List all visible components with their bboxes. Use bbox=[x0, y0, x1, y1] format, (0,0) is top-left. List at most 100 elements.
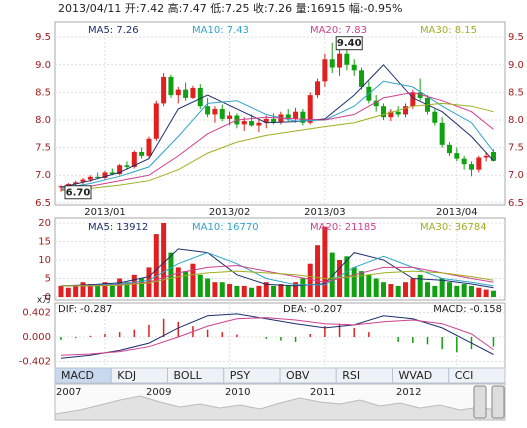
tab[interactable]: MACD bbox=[54, 367, 112, 384]
candle-body bbox=[439, 122, 445, 145]
volume-bar bbox=[234, 285, 240, 297]
tab-label: CCI bbox=[455, 369, 474, 382]
volume-bar bbox=[249, 287, 255, 297]
tab-label: MACD bbox=[61, 369, 94, 382]
indicator-tabs: MACD KDJ BOLL PSY OBV RSI WVAD CCI bbox=[54, 367, 506, 384]
candle-body bbox=[249, 121, 255, 126]
y-tick-label: 9.0 bbox=[35, 60, 51, 71]
navigator-year: 2010 bbox=[225, 387, 250, 398]
y-tick-label-right: 9.5 bbox=[508, 32, 524, 43]
candle-body bbox=[403, 106, 409, 115]
navigator-year: 2007 bbox=[56, 387, 81, 398]
volume-bar bbox=[161, 222, 167, 297]
y-tick-label-right: 8.0 bbox=[508, 115, 524, 126]
candle-body bbox=[307, 95, 313, 123]
legend-entry: MA10: 16770 bbox=[192, 222, 259, 233]
candle-body bbox=[80, 179, 86, 182]
legend-entry: MA10: 7.43 bbox=[192, 25, 249, 36]
candle-body bbox=[359, 70, 365, 87]
tab[interactable]: WVAD bbox=[392, 367, 450, 384]
y-tick-label-right: 6.5 bbox=[508, 198, 524, 209]
volume-bar bbox=[461, 284, 467, 297]
volume-bar bbox=[432, 285, 438, 297]
volume-bar bbox=[417, 274, 423, 297]
volume-bar bbox=[117, 278, 123, 297]
candle-body bbox=[175, 89, 181, 96]
tab[interactable]: OBV bbox=[279, 367, 337, 384]
legend-entry: DIF: -0.287 bbox=[58, 304, 112, 315]
volume-bar bbox=[212, 282, 218, 297]
candle-body bbox=[329, 59, 335, 68]
volume-bar bbox=[351, 267, 357, 297]
navigator-handle-right[interactable] bbox=[491, 385, 505, 419]
candle-body bbox=[197, 87, 203, 107]
candle-body bbox=[468, 164, 474, 170]
tab[interactable]: CCI bbox=[448, 367, 506, 384]
x-tick-label: 2013/03 bbox=[304, 207, 346, 218]
volume-bar bbox=[388, 284, 394, 297]
tab-label: KDJ bbox=[117, 369, 136, 382]
candle-body bbox=[381, 106, 387, 118]
candle-body bbox=[432, 111, 438, 123]
macd-line bbox=[60, 317, 494, 356]
candle-body bbox=[285, 114, 291, 119]
volume-bar bbox=[315, 245, 321, 297]
tab[interactable]: RSI bbox=[335, 367, 393, 384]
y-tick-label: 0 bbox=[45, 292, 51, 303]
navigator-year: 2011 bbox=[310, 387, 335, 398]
candle-body bbox=[205, 106, 211, 115]
candle-body bbox=[241, 121, 247, 125]
volume-bar bbox=[87, 284, 93, 297]
legend-entry: MA5: 7.26 bbox=[88, 25, 139, 36]
candle-body bbox=[109, 172, 115, 175]
tab[interactable]: KDJ bbox=[110, 367, 168, 384]
volume-bar bbox=[95, 285, 101, 297]
candle-body bbox=[293, 111, 299, 119]
candle-body bbox=[476, 157, 482, 170]
candle-body bbox=[190, 87, 196, 98]
candle-body bbox=[168, 76, 174, 96]
volume-bar bbox=[454, 285, 460, 297]
volume-bar bbox=[366, 274, 372, 297]
y-tick-label: 8.0 bbox=[35, 115, 51, 126]
volume-bar bbox=[190, 263, 196, 297]
volume-bar bbox=[227, 284, 233, 297]
candle-body bbox=[139, 152, 145, 156]
candle-body bbox=[344, 53, 350, 65]
tab[interactable]: BOLL bbox=[167, 367, 225, 384]
volume-bar bbox=[476, 287, 482, 297]
tab-label: PSY bbox=[230, 369, 251, 382]
y-tick-label-right: 9.0 bbox=[508, 60, 524, 71]
y-tick-label: 7.0 bbox=[35, 170, 51, 181]
candle-body bbox=[124, 165, 130, 167]
tab-label: RSI bbox=[342, 369, 360, 382]
volume-bar bbox=[197, 274, 203, 297]
annotation-box bbox=[64, 185, 92, 200]
volume-bar bbox=[403, 282, 409, 297]
tab-label: BOLL bbox=[174, 369, 203, 382]
y-tick-label: 0.402 bbox=[22, 308, 51, 319]
volume-bar bbox=[183, 271, 189, 297]
annotation-label: 6.70 bbox=[66, 187, 91, 198]
tab[interactable]: PSY bbox=[223, 367, 281, 384]
volume-bar bbox=[410, 278, 416, 297]
price-panel bbox=[54, 21, 506, 206]
legend-entry: MA20: 21185 bbox=[310, 222, 377, 233]
y-tick-label: 0.000 bbox=[22, 332, 51, 343]
ma-line bbox=[60, 102, 494, 192]
candle-body bbox=[131, 152, 137, 167]
candle-body bbox=[117, 165, 123, 175]
candle-body bbox=[95, 176, 101, 178]
candle-body bbox=[337, 53, 343, 68]
legend-entry: DEA: -0.207 bbox=[283, 304, 342, 315]
y-tick-label: 6.5 bbox=[35, 198, 51, 209]
y-tick-label-right: 7.5 bbox=[508, 143, 524, 154]
candle-body bbox=[146, 138, 152, 156]
navigator-handle-left[interactable] bbox=[473, 385, 487, 419]
volume-bar bbox=[300, 278, 306, 297]
y-tick-label: 5 bbox=[45, 273, 51, 284]
tab-label: WVAD bbox=[399, 369, 433, 382]
candle-body bbox=[388, 111, 394, 118]
